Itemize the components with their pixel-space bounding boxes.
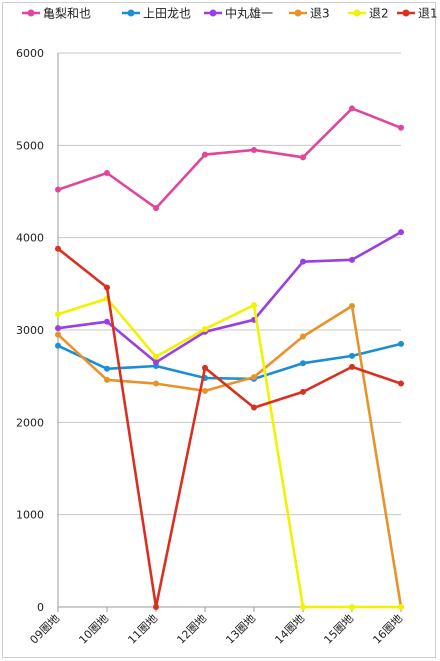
legend-label: 退2 <box>369 7 389 21</box>
data-point <box>55 331 61 338</box>
data-point <box>349 352 355 359</box>
legend-label: 亀梨和也 <box>43 7 91 21</box>
data-point <box>202 151 208 158</box>
data-point <box>153 359 159 366</box>
data-point <box>153 353 159 360</box>
series-line <box>57 297 401 609</box>
x-axis: 09圏地 10圏地 11圏地 12圏地 13圏地 14圏地 15圏地 16圏地 <box>27 607 405 647</box>
data-point <box>202 387 208 394</box>
data-point <box>55 245 61 252</box>
data-point <box>398 124 404 131</box>
x-tick-label: 11圏地 <box>125 612 160 647</box>
legend-marker <box>27 9 35 17</box>
legend-label: 中丸雄一 <box>225 6 273 21</box>
x-tick-label: 15圏地 <box>321 612 356 647</box>
x-tick-label: 10圏地 <box>76 612 111 647</box>
legend-label: 退1 <box>418 7 438 21</box>
y-tick-label: 5000 <box>16 139 44 152</box>
legend-label: 退3 <box>310 7 330 21</box>
series-line <box>57 342 402 381</box>
x-tick-label: 14圏地 <box>272 612 307 647</box>
data-point <box>349 105 355 112</box>
y-axis: 0 1000 2000 3000 4000 5000 6000 <box>16 47 59 614</box>
data-point <box>251 146 257 153</box>
data-point <box>398 229 404 236</box>
data-point <box>251 302 257 309</box>
data-point <box>202 364 208 371</box>
data-point <box>251 404 257 411</box>
data-point <box>349 302 355 309</box>
chart-frame <box>2 2 436 658</box>
grid <box>58 52 401 608</box>
legend-marker <box>127 9 135 17</box>
series-line <box>57 304 403 608</box>
x-tick-label: 09圏地 <box>27 612 62 647</box>
legend-marker <box>353 9 361 17</box>
data-point <box>104 365 110 372</box>
x-tick-label: 16圏地 <box>370 612 405 647</box>
legend-marker <box>294 9 302 17</box>
data-point <box>202 326 208 333</box>
data-point <box>398 340 404 347</box>
y-tick-label: 0 <box>37 601 44 614</box>
data-point <box>104 170 110 177</box>
x-tick-label: 12圏地 <box>174 612 209 647</box>
data-point <box>55 311 61 318</box>
series-line <box>57 247 402 609</box>
data-point <box>55 342 61 349</box>
data-point <box>349 604 355 610</box>
data-point <box>300 154 306 161</box>
series-line <box>57 230 402 364</box>
data-point <box>55 186 61 193</box>
data-point <box>349 363 355 370</box>
data-point <box>300 388 306 395</box>
data-point <box>55 325 61 332</box>
data-point <box>104 318 110 325</box>
y-tick-label: 4000 <box>16 232 44 245</box>
series-line <box>57 107 402 210</box>
data-point <box>349 256 355 263</box>
data-point <box>300 604 306 610</box>
data-point <box>300 258 306 265</box>
x-tick-label: 13圏地 <box>223 612 258 647</box>
data-point <box>398 380 404 387</box>
data-point <box>153 205 159 212</box>
y-tick-label: 6000 <box>16 47 44 60</box>
legend: 亀梨和也 上田龙也 中丸雄一 退3 退2 退1 <box>22 6 438 21</box>
data-point <box>398 604 404 610</box>
plot-area <box>55 105 404 610</box>
data-point <box>300 333 306 340</box>
data-point <box>153 380 159 387</box>
legend-marker <box>402 9 410 17</box>
data-point <box>251 374 257 381</box>
data-point <box>153 604 159 610</box>
data-point <box>300 360 306 367</box>
legend-marker <box>209 9 217 17</box>
data-point <box>104 284 110 291</box>
y-tick-label: 2000 <box>16 416 44 429</box>
data-point <box>104 376 110 383</box>
legend-label: 上田龙也 <box>143 7 191 21</box>
y-tick-label: 1000 <box>16 509 44 522</box>
y-tick-label: 3000 <box>16 324 44 337</box>
